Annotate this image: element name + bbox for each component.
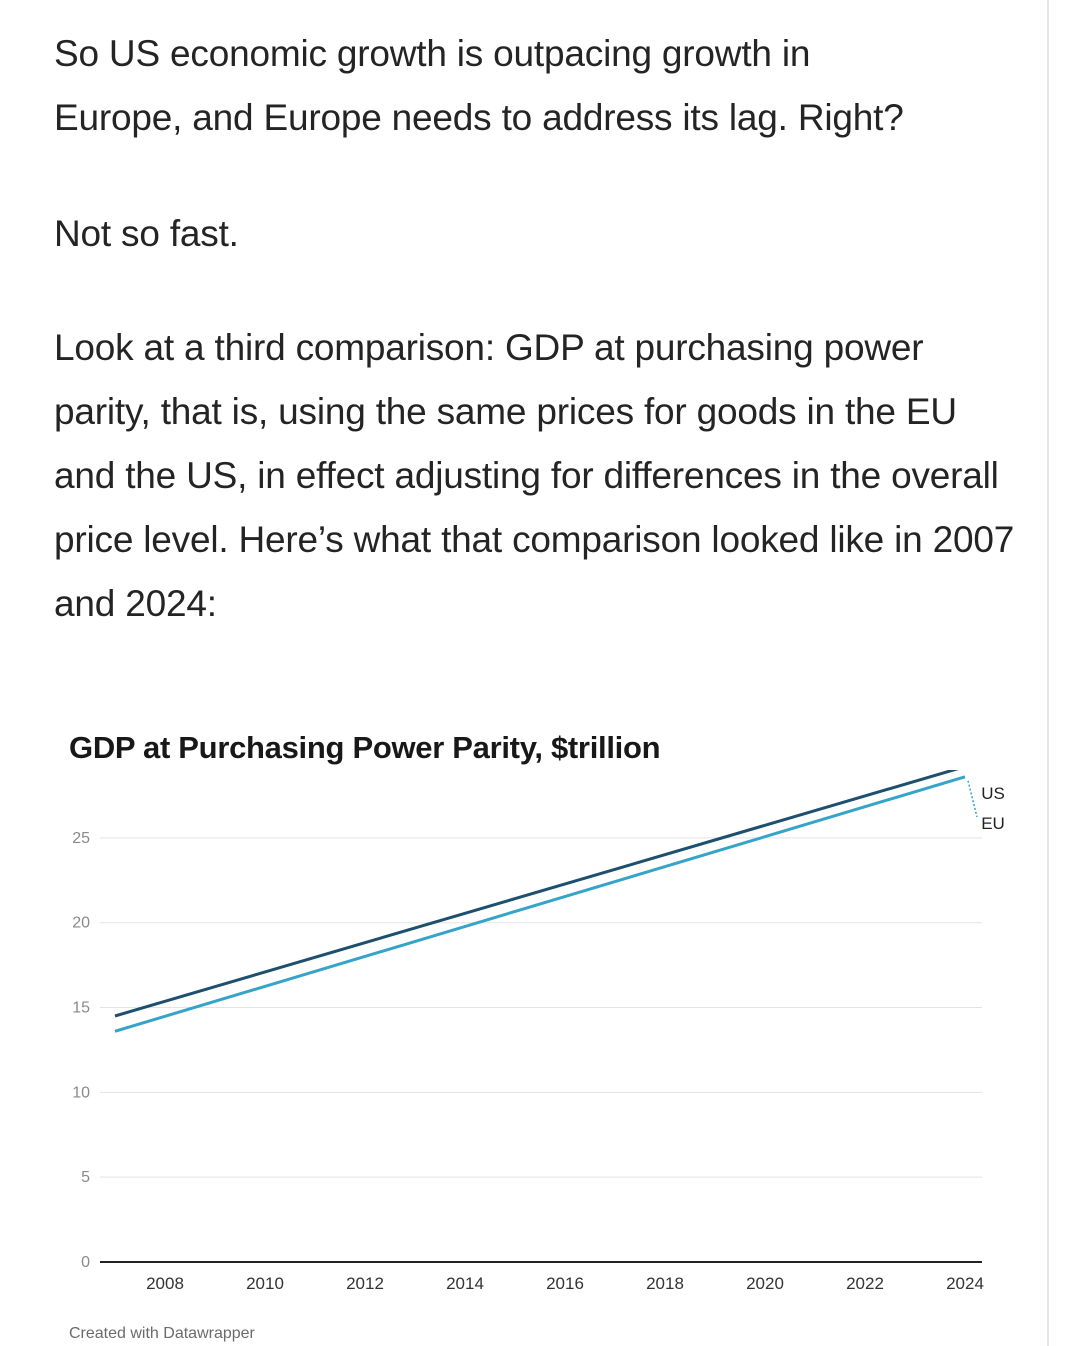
- x-tick-label: 2016: [546, 1274, 584, 1293]
- x-tick-label: 2012: [346, 1274, 384, 1293]
- x-tick-label: 2020: [746, 1274, 784, 1293]
- series-line-us: [114, 770, 959, 1018]
- x-axis-ticks: 2008 2010 2012 2014 2016 2018 2020 2022 2024: [146, 1274, 984, 1293]
- series-line-eu: [114, 775, 966, 1033]
- series-labels: US EU: [967, 780, 1005, 833]
- x-tick-label: 2018: [646, 1274, 684, 1293]
- series-label-eu: EU: [981, 814, 1005, 833]
- x-tick-label: 2022: [846, 1274, 884, 1293]
- y-tick-label: 0: [81, 1254, 90, 1271]
- chart-series: [114, 770, 966, 1033]
- y-tick-label: 20: [72, 915, 90, 932]
- article-paragraph-1: So US economic growth is outpacing growt…: [54, 33, 904, 138]
- chart-title: GDP at Purchasing Power Parity, $trillio…: [69, 730, 661, 765]
- y-tick-label: 10: [72, 1084, 90, 1101]
- y-tick-label: 25: [72, 830, 90, 847]
- article-paragraph-3: Look at a third comparison: GDP at purch…: [54, 327, 1015, 624]
- x-tick-label: 2014: [446, 1274, 484, 1293]
- x-tick-label: 2024: [946, 1274, 984, 1293]
- page-right-border: [1047, 0, 1049, 1346]
- series-label-us: US: [981, 784, 1005, 803]
- y-tick-label: 15: [72, 1000, 90, 1017]
- article-paragraph-2: Not so fast.: [54, 213, 239, 254]
- chart-credit: Created with Datawrapper: [69, 1325, 255, 1342]
- y-tick-label: 5: [81, 1169, 90, 1186]
- x-tick-label: 2008: [146, 1274, 184, 1293]
- series-label-connector: [967, 780, 978, 818]
- y-axis-ticks: 0 5 10 15 20 25: [72, 830, 90, 1271]
- chart-gridlines: [100, 837, 982, 1263]
- x-tick-label: 2010: [246, 1274, 284, 1293]
